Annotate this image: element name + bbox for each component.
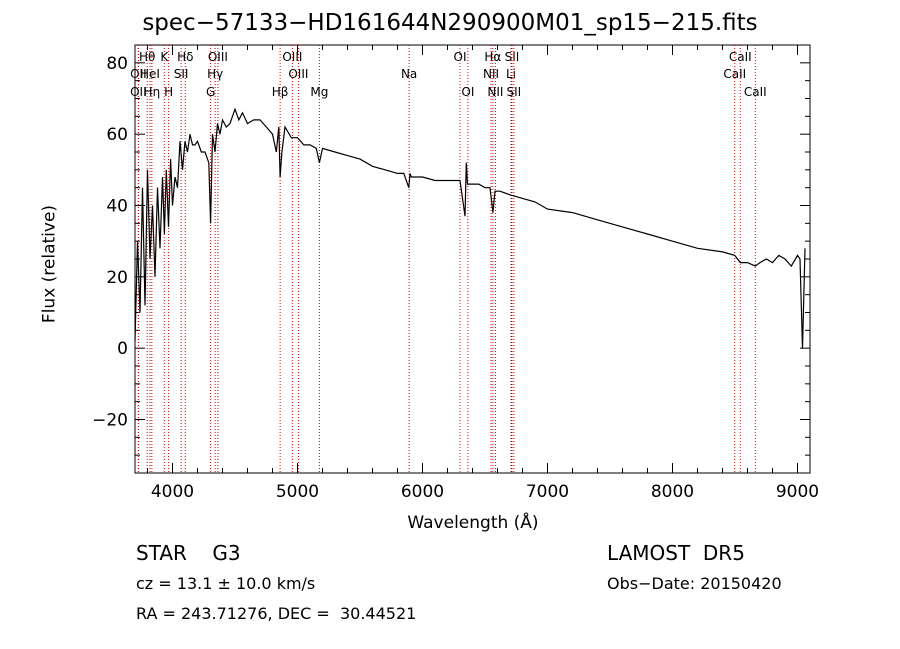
spectral-line-label: Hθ bbox=[139, 50, 155, 64]
x-tick-label: 5000 bbox=[276, 482, 319, 502]
y-tick-label: 40 bbox=[106, 197, 128, 217]
y-axis-label: Flux (relative) bbox=[39, 204, 60, 324]
spectral-line-label: G bbox=[206, 85, 215, 99]
spectral-line-label: Hγ bbox=[207, 67, 223, 81]
spectral-line-label: CaII bbox=[744, 85, 767, 99]
spectral-line-label: Hβ bbox=[272, 85, 289, 99]
spectral-line-label: OIII bbox=[208, 50, 228, 64]
spectral-line-label: K bbox=[160, 50, 169, 64]
spectral-line-label: SII bbox=[174, 67, 189, 81]
y-tick-label: −20 bbox=[92, 411, 128, 431]
y-tick-label: 60 bbox=[106, 125, 128, 145]
coordinates: RA = 243.71276, DEC = 30.44521 bbox=[136, 604, 417, 623]
spectral-line-label: CaII bbox=[729, 50, 752, 64]
spectral-line-label: SII bbox=[507, 85, 522, 99]
x-axis-label: Wavelength (Å) bbox=[407, 513, 539, 533]
x-tick-label: 8000 bbox=[651, 482, 694, 502]
object-classification: STAR G3 bbox=[136, 541, 241, 565]
redshift-velocity: cz = 13.1 ± 10.0 km/s bbox=[136, 574, 316, 593]
spectral-line-label: OI bbox=[461, 85, 474, 99]
x-tick-label: 9000 bbox=[776, 482, 819, 502]
spectral-line-label: Hη bbox=[144, 85, 161, 99]
y-tick-label: 80 bbox=[106, 54, 128, 74]
plot-frame bbox=[134, 44, 811, 474]
spectral-line-label: OII bbox=[130, 85, 147, 99]
observation-date: Obs−Date: 20150420 bbox=[607, 574, 782, 593]
x-tick-label: 4000 bbox=[151, 482, 194, 502]
x-tick-label: 6000 bbox=[401, 482, 444, 502]
x-tick-label: 7000 bbox=[526, 482, 569, 502]
chart-title: spec−57133−HD161644N290900M01_sp15−215.f… bbox=[142, 10, 758, 36]
spectral-line-label: SII bbox=[505, 50, 520, 64]
spectral-line-label: OI bbox=[454, 50, 467, 64]
spectral-line-label: Hα bbox=[484, 50, 501, 64]
spectral-line-label: NII bbox=[487, 85, 503, 99]
spectral-line-label: OII bbox=[130, 67, 147, 81]
spectrum-line bbox=[134, 107, 806, 349]
spectral-line-label: H bbox=[164, 85, 173, 99]
survey-name: LAMOST DR5 bbox=[607, 541, 745, 565]
y-tick-label: 20 bbox=[106, 268, 128, 288]
spectral-line-label: Li bbox=[506, 67, 516, 81]
spectral-line-label: OIII bbox=[288, 67, 308, 81]
y-tick-label: 0 bbox=[117, 339, 128, 359]
spectral-line-label: OIII bbox=[282, 50, 302, 64]
spectral-line-label: CaII bbox=[723, 67, 746, 81]
spectral-line-label: HeI bbox=[140, 67, 160, 81]
spectral-line-label: Hδ bbox=[177, 50, 193, 64]
spectral-line-label: Na bbox=[401, 67, 417, 81]
spectral-line-label: Mg bbox=[310, 85, 328, 99]
spectral-line-label: NII bbox=[483, 67, 499, 81]
